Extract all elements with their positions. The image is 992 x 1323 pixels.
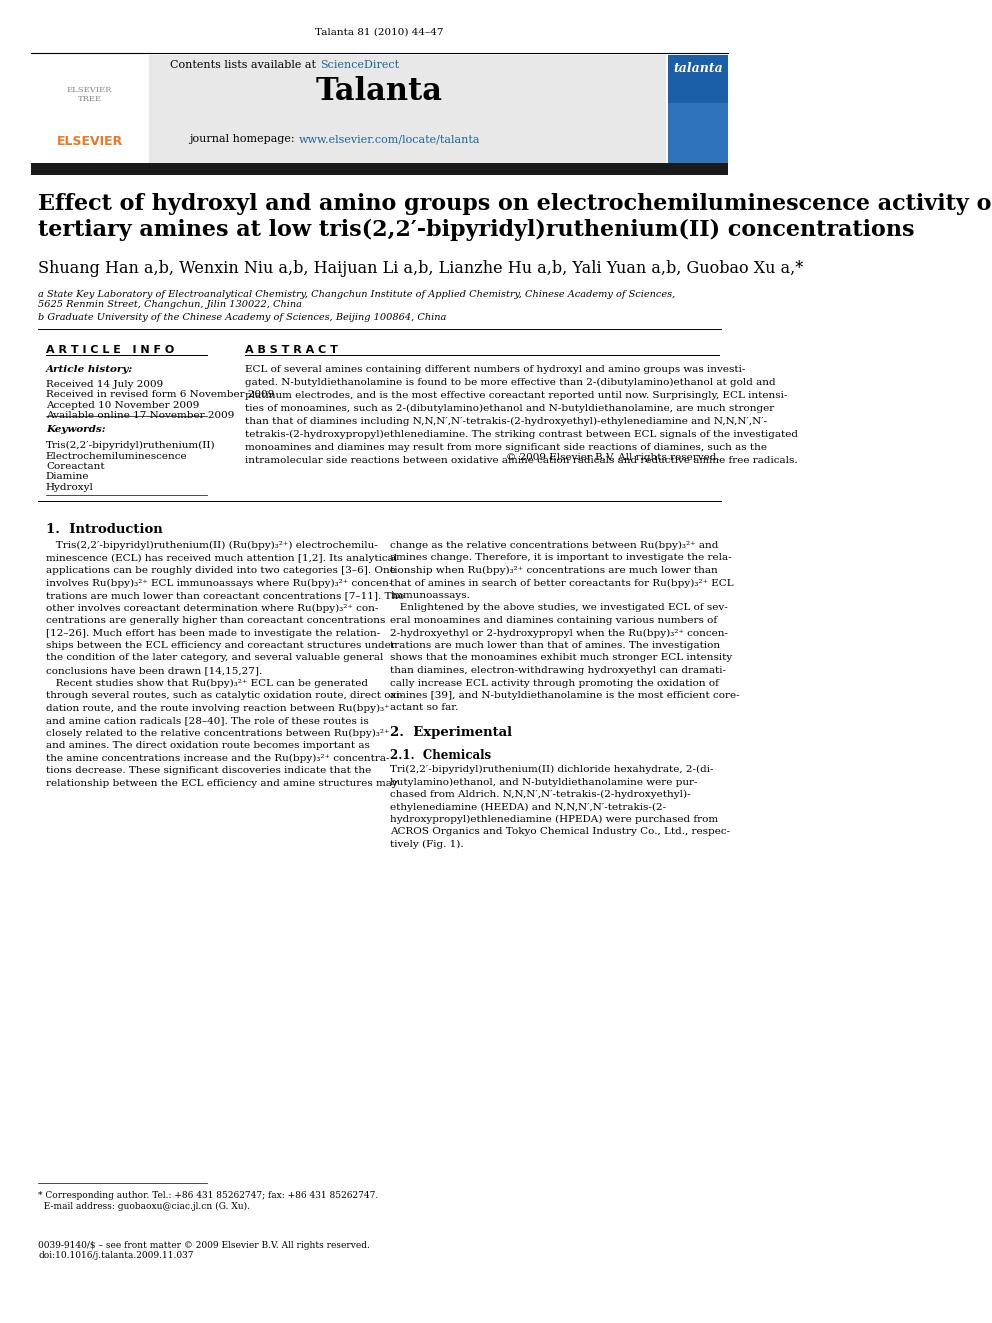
Text: and amine cation radicals [28–40]. The role of these routes is: and amine cation radicals [28–40]. The r… xyxy=(46,716,369,725)
Text: A R T I C L E   I N F O: A R T I C L E I N F O xyxy=(46,345,175,355)
Text: hydroxypropyl)ethlenediamine (HPEDA) were purchased from: hydroxypropyl)ethlenediamine (HPEDA) wer… xyxy=(390,815,718,824)
FancyBboxPatch shape xyxy=(668,103,728,163)
Text: ELSEVIER
TREE: ELSEVIER TREE xyxy=(66,86,112,103)
Text: [12–26]. Much effort has been made to investigate the relation-: [12–26]. Much effort has been made to in… xyxy=(46,628,380,638)
FancyBboxPatch shape xyxy=(149,56,666,163)
Text: tions decrease. These significant discoveries indicate that the: tions decrease. These significant discov… xyxy=(46,766,371,775)
Text: tively (Fig. 1).: tively (Fig. 1). xyxy=(390,840,464,849)
Text: and amines. The direct oxidation route becomes important as: and amines. The direct oxidation route b… xyxy=(46,741,370,750)
Text: dation route, and the route involving reaction between Ru(bpy)₃⁺: dation route, and the route involving re… xyxy=(46,704,390,713)
Text: gated. N-butyldiethanolamine is found to be more effective than 2-(dibutylamino): gated. N-butyldiethanolamine is found to… xyxy=(245,378,776,388)
Text: ethylenediamine (HEEDA) and N,N,N′,N′-tetrakis-(2-: ethylenediamine (HEEDA) and N,N,N′,N′-te… xyxy=(390,803,667,811)
Text: minescence (ECL) has received much attention [1,2]. Its analytical: minescence (ECL) has received much atten… xyxy=(46,553,397,562)
Text: 2.  Experimental: 2. Experimental xyxy=(390,726,512,740)
Text: intramolecular side reactions between oxidative amine cation radicals and reduct: intramolecular side reactions between ox… xyxy=(245,456,798,464)
Text: other involves coreactant determination where Ru(bpy)₃²⁺ con-: other involves coreactant determination … xyxy=(46,603,378,613)
Text: Enlightened by the above studies, we investigated ECL of sev-: Enlightened by the above studies, we inv… xyxy=(390,603,728,613)
Text: www.elsevier.com/locate/talanta: www.elsevier.com/locate/talanta xyxy=(299,134,480,144)
Text: Keywords:: Keywords: xyxy=(46,425,105,434)
Text: 2-hydroxyethyl or 2-hydroxypropyl when the Ru(bpy)₃²⁺ concen-: 2-hydroxyethyl or 2-hydroxypropyl when t… xyxy=(390,628,728,638)
Text: immunoassays.: immunoassays. xyxy=(390,591,470,601)
FancyBboxPatch shape xyxy=(31,163,728,175)
Text: b Graduate University of the Chinese Academy of Sciences, Beijing 100864, China: b Graduate University of the Chinese Aca… xyxy=(39,314,446,321)
Text: cally increase ECL activity through promoting the oxidation of: cally increase ECL activity through prom… xyxy=(390,679,719,688)
Text: Talanta 81 (2010) 44–47: Talanta 81 (2010) 44–47 xyxy=(315,28,443,37)
Text: amines change. Therefore, it is important to investigate the rela-: amines change. Therefore, it is importan… xyxy=(390,553,732,562)
Text: * Corresponding author. Tel.: +86 431 85262747; fax: +86 431 85262747.
  E-mail : * Corresponding author. Tel.: +86 431 85… xyxy=(39,1191,379,1211)
Text: relationship between the ECL efficiency and amine structures may: relationship between the ECL efficiency … xyxy=(46,778,398,787)
FancyBboxPatch shape xyxy=(668,56,728,163)
Text: than that of diamines including N,N,N′,N′-tetrakis-(2-hydroxyethyl)-ethylenediam: than that of diamines including N,N,N′,N… xyxy=(245,417,767,426)
Text: ScienceDirect: ScienceDirect xyxy=(319,60,399,70)
Text: Received 14 July 2009
Received in revised form 6 November 2009
Accepted 10 Novem: Received 14 July 2009 Received in revise… xyxy=(46,380,274,421)
Text: Tri(2,2′-bipyridyl)ruthenium(II) dichloride hexahydrate, 2-(di-: Tri(2,2′-bipyridyl)ruthenium(II) dichlor… xyxy=(390,765,713,774)
Text: actant so far.: actant so far. xyxy=(390,704,458,713)
Text: the amine concentrations increase and the Ru(bpy)₃²⁺ concentra-: the amine concentrations increase and th… xyxy=(46,754,390,762)
FancyBboxPatch shape xyxy=(31,56,149,163)
Text: 1.  Introduction: 1. Introduction xyxy=(46,523,163,536)
Text: ECL of several amines containing different numbers of hydroxyl and amino groups : ECL of several amines containing differe… xyxy=(245,365,745,374)
Text: applications can be roughly divided into two categories [3–6]. One: applications can be roughly divided into… xyxy=(46,566,396,576)
Text: ACROS Organics and Tokyo Chemical Industry Co., Ltd., respec-: ACROS Organics and Tokyo Chemical Indust… xyxy=(390,827,730,836)
Text: Contents lists available at: Contents lists available at xyxy=(171,60,319,70)
Text: ELSEVIER: ELSEVIER xyxy=(57,135,123,148)
Text: platinum electrodes, and is the most effective coreactant reported until now. Su: platinum electrodes, and is the most eff… xyxy=(245,392,788,400)
Text: Tris(2,2′-bipyridyl)ruthenium(II) (Ru(bpy)₃²⁺) electrochemilu-: Tris(2,2′-bipyridyl)ruthenium(II) (Ru(bp… xyxy=(46,541,378,550)
Text: 2.1.  Chemicals: 2.1. Chemicals xyxy=(390,749,491,762)
Text: that of amines in search of better coreactants for Ru(bpy)₃²⁺ ECL: that of amines in search of better corea… xyxy=(390,578,734,587)
Text: than diamines, electron-withdrawing hydroxyethyl can dramati-: than diamines, electron-withdrawing hydr… xyxy=(390,665,726,675)
Text: Article history:: Article history: xyxy=(46,365,133,374)
Text: a State Key Laboratory of Electroanalytical Chemistry, Changchun Institute of Ap: a State Key Laboratory of Electroanalyti… xyxy=(39,290,676,310)
Text: A B S T R A C T: A B S T R A C T xyxy=(245,345,337,355)
Text: butylamino)ethanol, and N-butyldiethanolamine were pur-: butylamino)ethanol, and N-butyldiethanol… xyxy=(390,778,697,787)
Text: ships between the ECL efficiency and coreactant structures under: ships between the ECL efficiency and cor… xyxy=(46,642,396,650)
Text: change as the relative concentrations between Ru(bpy)₃²⁺ and: change as the relative concentrations be… xyxy=(390,541,718,550)
Text: amines [39], and N-butyldiethanolamine is the most efficient core-: amines [39], and N-butyldiethanolamine i… xyxy=(390,691,740,700)
Text: chased from Aldrich. N,N,N′,N′-tetrakis-(2-hydroxyethyl)-: chased from Aldrich. N,N,N′,N′-tetrakis-… xyxy=(390,790,690,799)
Text: closely related to the relative concentrations between Ru(bpy)₃²⁺: closely related to the relative concentr… xyxy=(46,729,390,738)
Text: monoamines and diamines may result from more significant side reactions of diami: monoamines and diamines may result from … xyxy=(245,443,767,452)
Text: tionship when Ru(bpy)₃²⁺ concentrations are much lower than: tionship when Ru(bpy)₃²⁺ concentrations … xyxy=(390,566,718,576)
Text: centrations are generally higher than coreactant concentrations: centrations are generally higher than co… xyxy=(46,617,385,624)
Text: conclusions have been drawn [14,15,27].: conclusions have been drawn [14,15,27]. xyxy=(46,665,262,675)
Text: Shuang Han a,b, Wenxin Niu a,b, Haijuan Li a,b, Lianzhe Hu a,b, Yali Yuan a,b, G: Shuang Han a,b, Wenxin Niu a,b, Haijuan … xyxy=(39,261,804,277)
Text: Talanta: Talanta xyxy=(316,75,443,106)
Text: eral monoamines and diamines containing various numbers of: eral monoamines and diamines containing … xyxy=(390,617,717,624)
Text: tetrakis-(2-hydroxypropyl)ethlenediamine. The striking contrast between ECL sign: tetrakis-(2-hydroxypropyl)ethlenediamine… xyxy=(245,430,798,439)
Text: through several routes, such as catalytic oxidation route, direct oxi-: through several routes, such as catalyti… xyxy=(46,691,403,700)
Text: trations are much lower than that of amines. The investigation: trations are much lower than that of ami… xyxy=(390,642,720,650)
Text: talanta: talanta xyxy=(673,61,723,74)
Text: ties of monoamines, such as 2-(dibutylamino)ethanol and N-butyldiethanolamine, a: ties of monoamines, such as 2-(dibutylam… xyxy=(245,404,774,413)
Text: the condition of the later category, and several valuable general: the condition of the later category, and… xyxy=(46,654,383,663)
Text: involves Ru(bpy)₃²⁺ ECL immunoassays where Ru(bpy)₃²⁺ concen-: involves Ru(bpy)₃²⁺ ECL immunoassays whe… xyxy=(46,578,392,587)
Text: journal homepage:: journal homepage: xyxy=(189,134,299,144)
Text: shows that the monoamines exhibit much stronger ECL intensity: shows that the monoamines exhibit much s… xyxy=(390,654,732,663)
Text: Tris(2,2′-bipyridyl)ruthenium(II)
Electrochemiluminescence
Coreactant
Diamine
Hy: Tris(2,2′-bipyridyl)ruthenium(II) Electr… xyxy=(46,441,215,492)
Text: trations are much lower than coreactant concentrations [7–11]. The: trations are much lower than coreactant … xyxy=(46,591,405,601)
Text: 0039-9140/$ – see front matter © 2009 Elsevier B.V. All rights reserved.
doi:10.: 0039-9140/$ – see front matter © 2009 El… xyxy=(39,1241,370,1261)
Text: Recent studies show that Ru(bpy)₃²⁺ ECL can be generated: Recent studies show that Ru(bpy)₃²⁺ ECL … xyxy=(46,679,368,688)
Text: Effect of hydroxyl and amino groups on electrochemiluminescence activity of
tert: Effect of hydroxyl and amino groups on e… xyxy=(39,193,992,241)
Text: © 2009 Elsevier B.V. All rights reserved.: © 2009 Elsevier B.V. All rights reserved… xyxy=(506,452,719,462)
